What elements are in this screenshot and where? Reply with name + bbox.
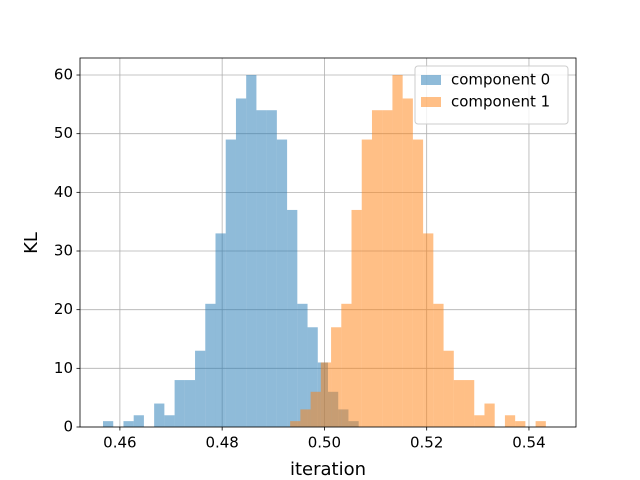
histogram-bar <box>433 303 444 427</box>
histogram-bar <box>402 98 413 427</box>
x-tick-label: 0.48 <box>205 434 238 452</box>
y-tick-label: 50 <box>54 124 73 142</box>
histogram-bar <box>184 380 196 427</box>
histogram-bar <box>225 139 236 428</box>
histogram-bar <box>412 139 424 428</box>
histogram-bar <box>174 380 185 427</box>
histogram-bar <box>361 139 372 428</box>
y-tick-label: 40 <box>54 183 73 201</box>
bars <box>103 75 546 428</box>
histogram-bar <box>310 391 321 427</box>
histogram-bar <box>164 415 175 427</box>
legend: component 0 component 1 <box>414 65 569 125</box>
histogram-bar <box>297 303 308 427</box>
y-tick-label: 60 <box>54 66 73 84</box>
y-axis-label: KL <box>21 232 42 254</box>
plot-frame <box>79 57 577 428</box>
x-tick-label: 0.52 <box>410 434 443 452</box>
histogram-bar <box>300 409 311 427</box>
legend-swatch <box>421 75 441 85</box>
histogram-bar <box>474 415 485 427</box>
histogram-bar <box>535 421 546 427</box>
histogram-bar <box>133 415 144 427</box>
y-tick-label: 0 <box>63 418 73 436</box>
histogram-bar <box>266 110 277 427</box>
x-tick-label: 0.46 <box>103 434 136 452</box>
histogram-bar <box>195 350 206 427</box>
histogram-bar <box>307 327 318 427</box>
histogram-bar <box>235 98 247 427</box>
histogram-bar <box>290 421 301 427</box>
histogram-bar <box>392 75 403 427</box>
histogram-bar <box>154 403 165 427</box>
histogram-bar <box>205 303 216 427</box>
y-tick-label: 20 <box>54 300 73 318</box>
legend-swatch <box>421 97 441 107</box>
x-tick-label: 0.50 <box>308 434 341 452</box>
histogram-bar <box>246 75 257 427</box>
legend-label: component 1 <box>451 93 550 111</box>
histogram-bar <box>423 233 434 427</box>
histogram-bar <box>341 303 352 427</box>
histogram-bar <box>453 380 465 427</box>
histogram-bar <box>123 421 134 427</box>
histogram-bar <box>215 233 226 427</box>
x-tick-label: 0.54 <box>512 434 545 452</box>
legend-box <box>414 65 569 125</box>
y-tick-label: 10 <box>54 359 73 377</box>
histogram-bar <box>276 139 288 428</box>
histogram-bar <box>464 380 475 427</box>
y-tick-label: 30 <box>54 242 73 260</box>
x-axis-label: iteration <box>290 459 366 480</box>
histogram-bar <box>103 421 114 427</box>
histogram-bar <box>351 209 362 427</box>
histogram-bar <box>371 110 383 427</box>
histogram-bar <box>504 415 516 427</box>
histogram-bar <box>515 421 526 427</box>
histogram-bar <box>443 350 454 427</box>
histogram-bar <box>382 110 393 427</box>
legend-label: component 0 <box>451 71 550 89</box>
histogram-bar <box>287 209 298 427</box>
histogram-bar <box>484 403 495 427</box>
histogram-bar <box>256 110 267 427</box>
histogram-bar <box>331 327 342 427</box>
histogram-bar <box>320 362 332 427</box>
